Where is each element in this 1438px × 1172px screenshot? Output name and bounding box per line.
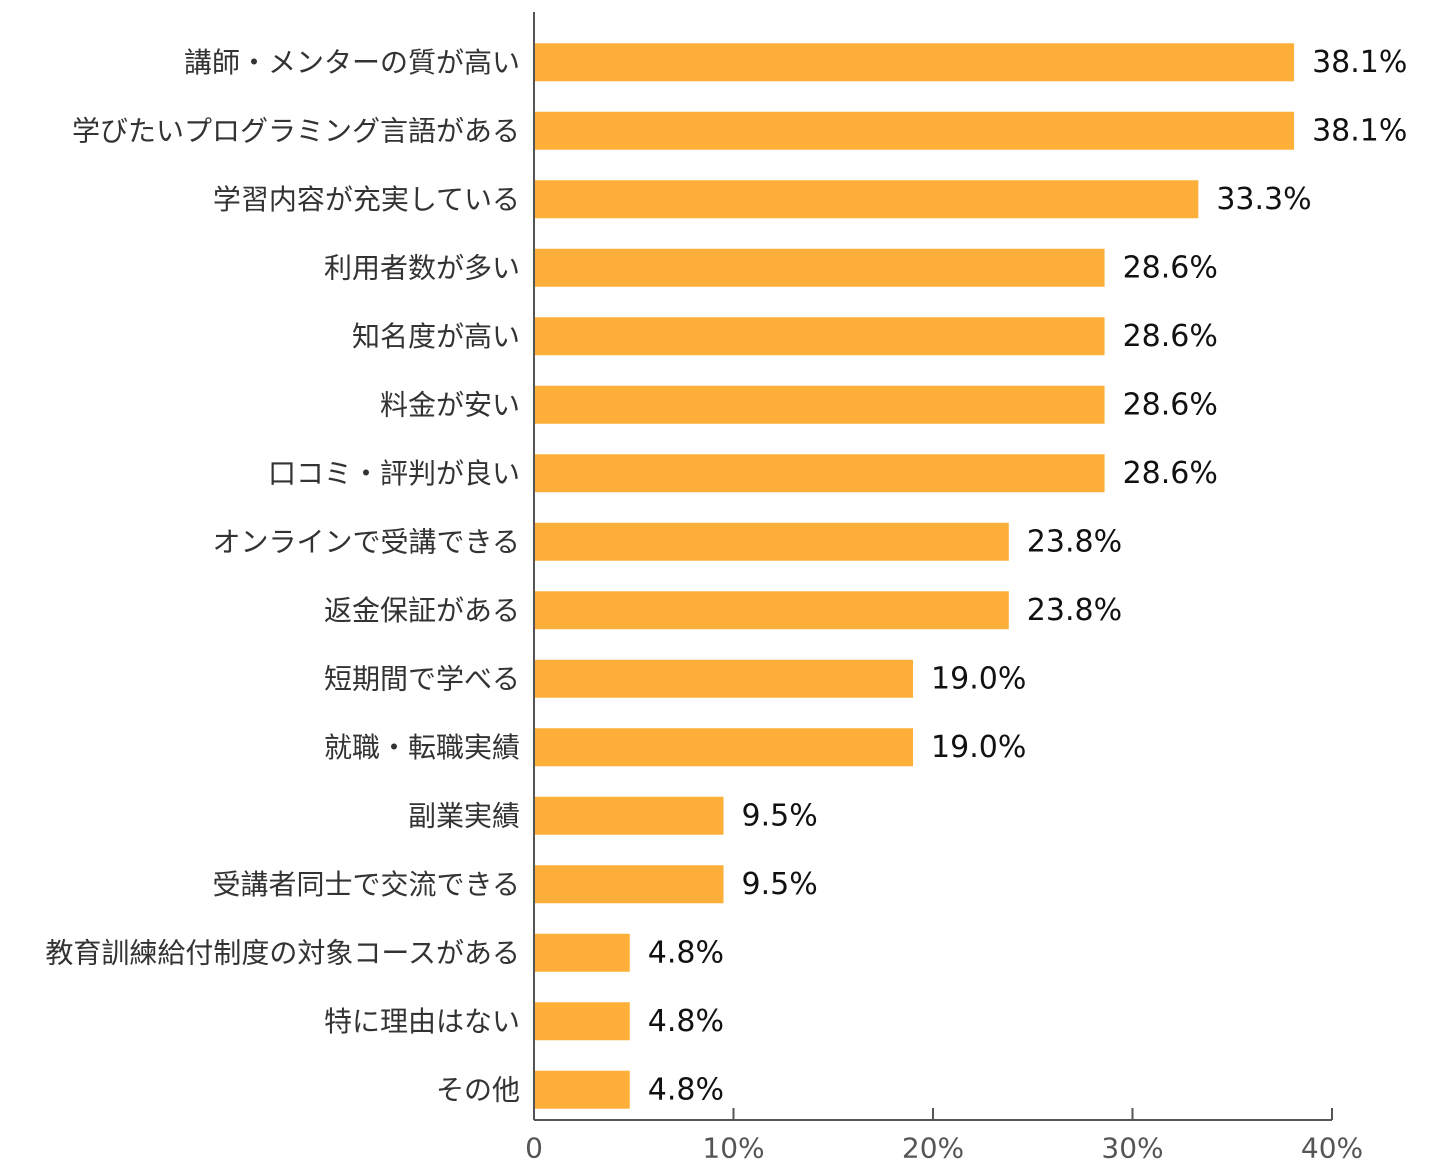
value-label: 4.8% — [648, 935, 724, 970]
value-labels: 38.1%38.1%33.3%28.6%28.6%28.6%28.6%23.8%… — [648, 45, 1408, 1108]
bar — [534, 180, 1199, 219]
bar — [534, 111, 1295, 150]
value-label: 33.3% — [1216, 182, 1311, 217]
category-label: 返金保証がある — [324, 594, 520, 627]
category-label: 知名度が高い — [352, 320, 520, 353]
category-label: 学習内容が充実している — [213, 183, 520, 216]
value-label: 28.6% — [1123, 456, 1218, 491]
category-labels: 講師・メンターの質が高い学びたいプログラミング言語がある学習内容が充実している利… — [45, 46, 520, 1107]
bar — [534, 43, 1295, 82]
bar — [534, 1070, 630, 1109]
category-label: その他 — [436, 1073, 520, 1106]
value-label: 28.6% — [1123, 250, 1218, 285]
bar — [534, 385, 1105, 424]
x-tick-label: 0 — [525, 1132, 543, 1165]
category-label: 教育訓練給付制度の対象コースがある — [45, 936, 520, 969]
category-label: 講師・メンターの質が高い — [184, 46, 520, 79]
bar — [534, 796, 724, 835]
bars-group — [534, 43, 1295, 1109]
value-label: 4.8% — [648, 1072, 724, 1107]
x-tick-label: 10% — [702, 1132, 764, 1165]
bar — [534, 933, 630, 972]
value-label: 28.6% — [1123, 319, 1218, 354]
value-label: 4.8% — [648, 1004, 724, 1039]
value-label: 19.0% — [931, 661, 1026, 696]
category-label: 就職・転職実績 — [324, 731, 520, 764]
category-label: 短期間で学べる — [324, 662, 520, 695]
bar — [534, 317, 1105, 356]
bar — [534, 522, 1009, 561]
bar — [534, 865, 724, 904]
category-label: 副業実績 — [408, 799, 520, 832]
bar — [534, 248, 1105, 287]
value-label: 28.6% — [1123, 387, 1218, 422]
bar — [534, 659, 914, 698]
category-label: 口コミ・評判が良い — [268, 457, 520, 490]
x-tick-label: 30% — [1101, 1132, 1163, 1165]
bar — [534, 591, 1009, 630]
value-label: 23.8% — [1027, 524, 1122, 559]
category-label: 利用者数が多い — [324, 251, 520, 284]
category-label: 受講者同士で交流できる — [213, 868, 520, 901]
x-tick-label: 40% — [1301, 1132, 1363, 1165]
x-ticks: 0 10% 20% 30% 40% — [525, 1108, 1363, 1165]
category-label: 料金が安い — [380, 388, 520, 421]
bar — [534, 728, 914, 767]
value-label: 19.0% — [931, 730, 1026, 765]
value-label: 38.1% — [1312, 45, 1407, 80]
category-label: オンラインで受講できる — [213, 525, 520, 558]
value-label: 38.1% — [1312, 113, 1407, 148]
value-label: 9.5% — [742, 867, 818, 902]
value-label: 9.5% — [742, 798, 818, 833]
x-tick-label: 20% — [902, 1132, 964, 1165]
bar — [534, 1002, 630, 1041]
value-label: 23.8% — [1027, 593, 1122, 628]
category-label: 特に理由はない — [324, 1005, 520, 1038]
bar — [534, 454, 1105, 493]
category-label: 学びたいプログラミング言語がある — [72, 114, 520, 147]
